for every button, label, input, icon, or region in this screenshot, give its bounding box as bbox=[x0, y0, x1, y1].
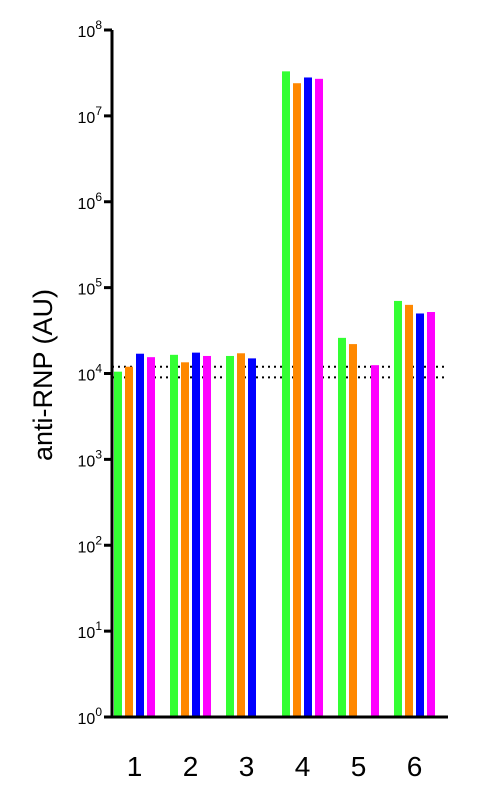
bars-layer bbox=[114, 71, 435, 718]
bar-3-1 bbox=[226, 355, 234, 717]
y-tick-label-5: 105 bbox=[78, 276, 103, 299]
bar-5-4 bbox=[371, 365, 379, 717]
y-tick-label-6: 106 bbox=[78, 190, 103, 213]
bar-4-3 bbox=[304, 77, 312, 718]
bar-2-2 bbox=[181, 362, 189, 717]
y-tick-label-8: 108 bbox=[78, 18, 103, 41]
bar-group-3 bbox=[226, 353, 256, 717]
category-label-2: 2 bbox=[183, 751, 199, 782]
y-axis-ticks: 100 101 102 103 104 105 106 107 108 bbox=[78, 18, 112, 728]
bar-group-2 bbox=[170, 352, 211, 717]
bar-3-3 bbox=[248, 358, 256, 717]
y-tick-label-1: 101 bbox=[78, 619, 103, 642]
bar-4-4 bbox=[315, 78, 323, 717]
y-tick-label-3: 103 bbox=[78, 447, 103, 470]
y-axis-title: anti-RNP (AU) bbox=[28, 289, 58, 461]
bar-1-2 bbox=[125, 366, 133, 717]
bar-6-4 bbox=[427, 312, 435, 717]
bar-2-4 bbox=[203, 355, 211, 717]
category-label-6: 6 bbox=[407, 751, 423, 782]
y-tick-label-0: 100 bbox=[78, 705, 103, 728]
bar-6-1 bbox=[394, 300, 402, 717]
bar-2-1 bbox=[170, 354, 178, 717]
bar-5-2 bbox=[349, 344, 357, 717]
reference-lines bbox=[112, 365, 448, 379]
y-axis-title-group: anti-RNP (AU) bbox=[28, 289, 58, 461]
bar-1-4 bbox=[147, 357, 155, 717]
bar-group-6 bbox=[394, 300, 435, 717]
category-label-4: 4 bbox=[295, 751, 311, 782]
bar-group-1 bbox=[114, 353, 155, 717]
x-axis-category-labels: 1 2 3 4 5 6 bbox=[127, 751, 423, 782]
bar-1-1 bbox=[114, 371, 122, 717]
bar-1-3 bbox=[136, 353, 144, 717]
category-label-1: 1 bbox=[127, 751, 143, 782]
y-tick-label-7: 107 bbox=[78, 104, 103, 127]
bar-group-5 bbox=[338, 337, 379, 717]
bar-3-2 bbox=[237, 353, 245, 717]
category-label-3: 3 bbox=[239, 751, 255, 782]
bar-2-3 bbox=[192, 352, 200, 717]
y-tick-label-4: 104 bbox=[78, 362, 103, 385]
bar-group-4 bbox=[282, 71, 323, 718]
bar-4-2 bbox=[293, 83, 301, 717]
bar-6-3 bbox=[416, 313, 424, 717]
bar-4-1 bbox=[282, 71, 290, 718]
bar-6-2 bbox=[405, 304, 413, 717]
category-label-5: 5 bbox=[351, 751, 367, 782]
bar-5-1 bbox=[338, 337, 346, 717]
y-tick-label-2: 102 bbox=[78, 533, 103, 556]
